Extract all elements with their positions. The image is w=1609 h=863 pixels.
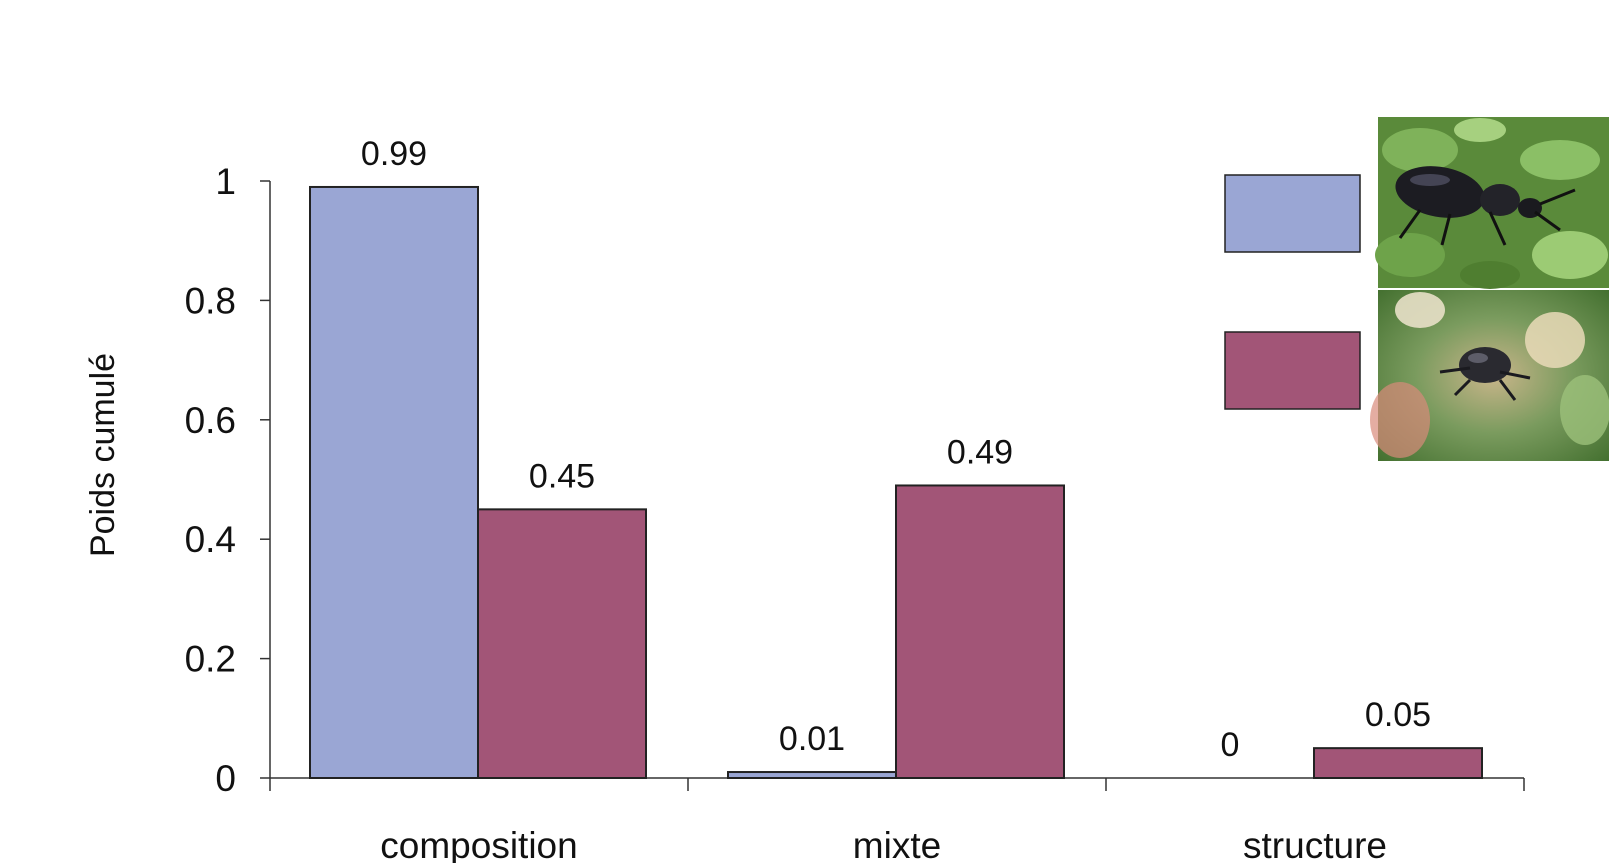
bar-series-2-composition xyxy=(477,508,647,779)
y-axis-title: Poids cumulé xyxy=(84,353,122,557)
category-label: composition xyxy=(380,825,577,863)
data-label: 0.45 xyxy=(529,457,595,495)
legend xyxy=(1224,117,1609,461)
y-tick-label: 1 xyxy=(215,161,236,202)
x-ticks xyxy=(269,778,1525,791)
y-tick-label: 0.6 xyxy=(185,400,236,441)
y-tick-label: 0.4 xyxy=(185,519,236,560)
data-label: 0.01 xyxy=(779,720,845,758)
bar-series-2-mixte xyxy=(895,484,1065,779)
data-labels: 0.99 0.01 0 0.45 0.49 0.05 xyxy=(361,135,1431,764)
bar-series-1-mixte xyxy=(727,771,897,780)
y-tick-label: 0.2 xyxy=(185,639,236,680)
data-label: 0.05 xyxy=(1365,696,1431,734)
y-tick-label: 0.8 xyxy=(185,280,236,321)
ground-beetle-photo xyxy=(1375,117,1609,289)
bar-series-2-structure xyxy=(1313,747,1483,780)
data-label: 0 xyxy=(1221,726,1240,764)
category-label: mixte xyxy=(853,825,941,863)
bars xyxy=(309,185,1483,780)
legend-swatch-series-1 xyxy=(1224,174,1361,253)
category-labels: composition mixte structure xyxy=(380,825,1387,863)
bar-series-1-composition xyxy=(309,185,479,780)
category-label: structure xyxy=(1243,825,1387,863)
legend-swatch-series-2 xyxy=(1224,331,1361,410)
flying-dung-beetle-photo xyxy=(1370,290,1609,461)
data-label: 0.99 xyxy=(361,135,427,173)
y-tick-label: 0 xyxy=(215,758,236,799)
data-label: 0.49 xyxy=(947,433,1013,471)
y-ticks: 0 0.2 0.4 0.6 0.8 1 xyxy=(185,161,270,799)
